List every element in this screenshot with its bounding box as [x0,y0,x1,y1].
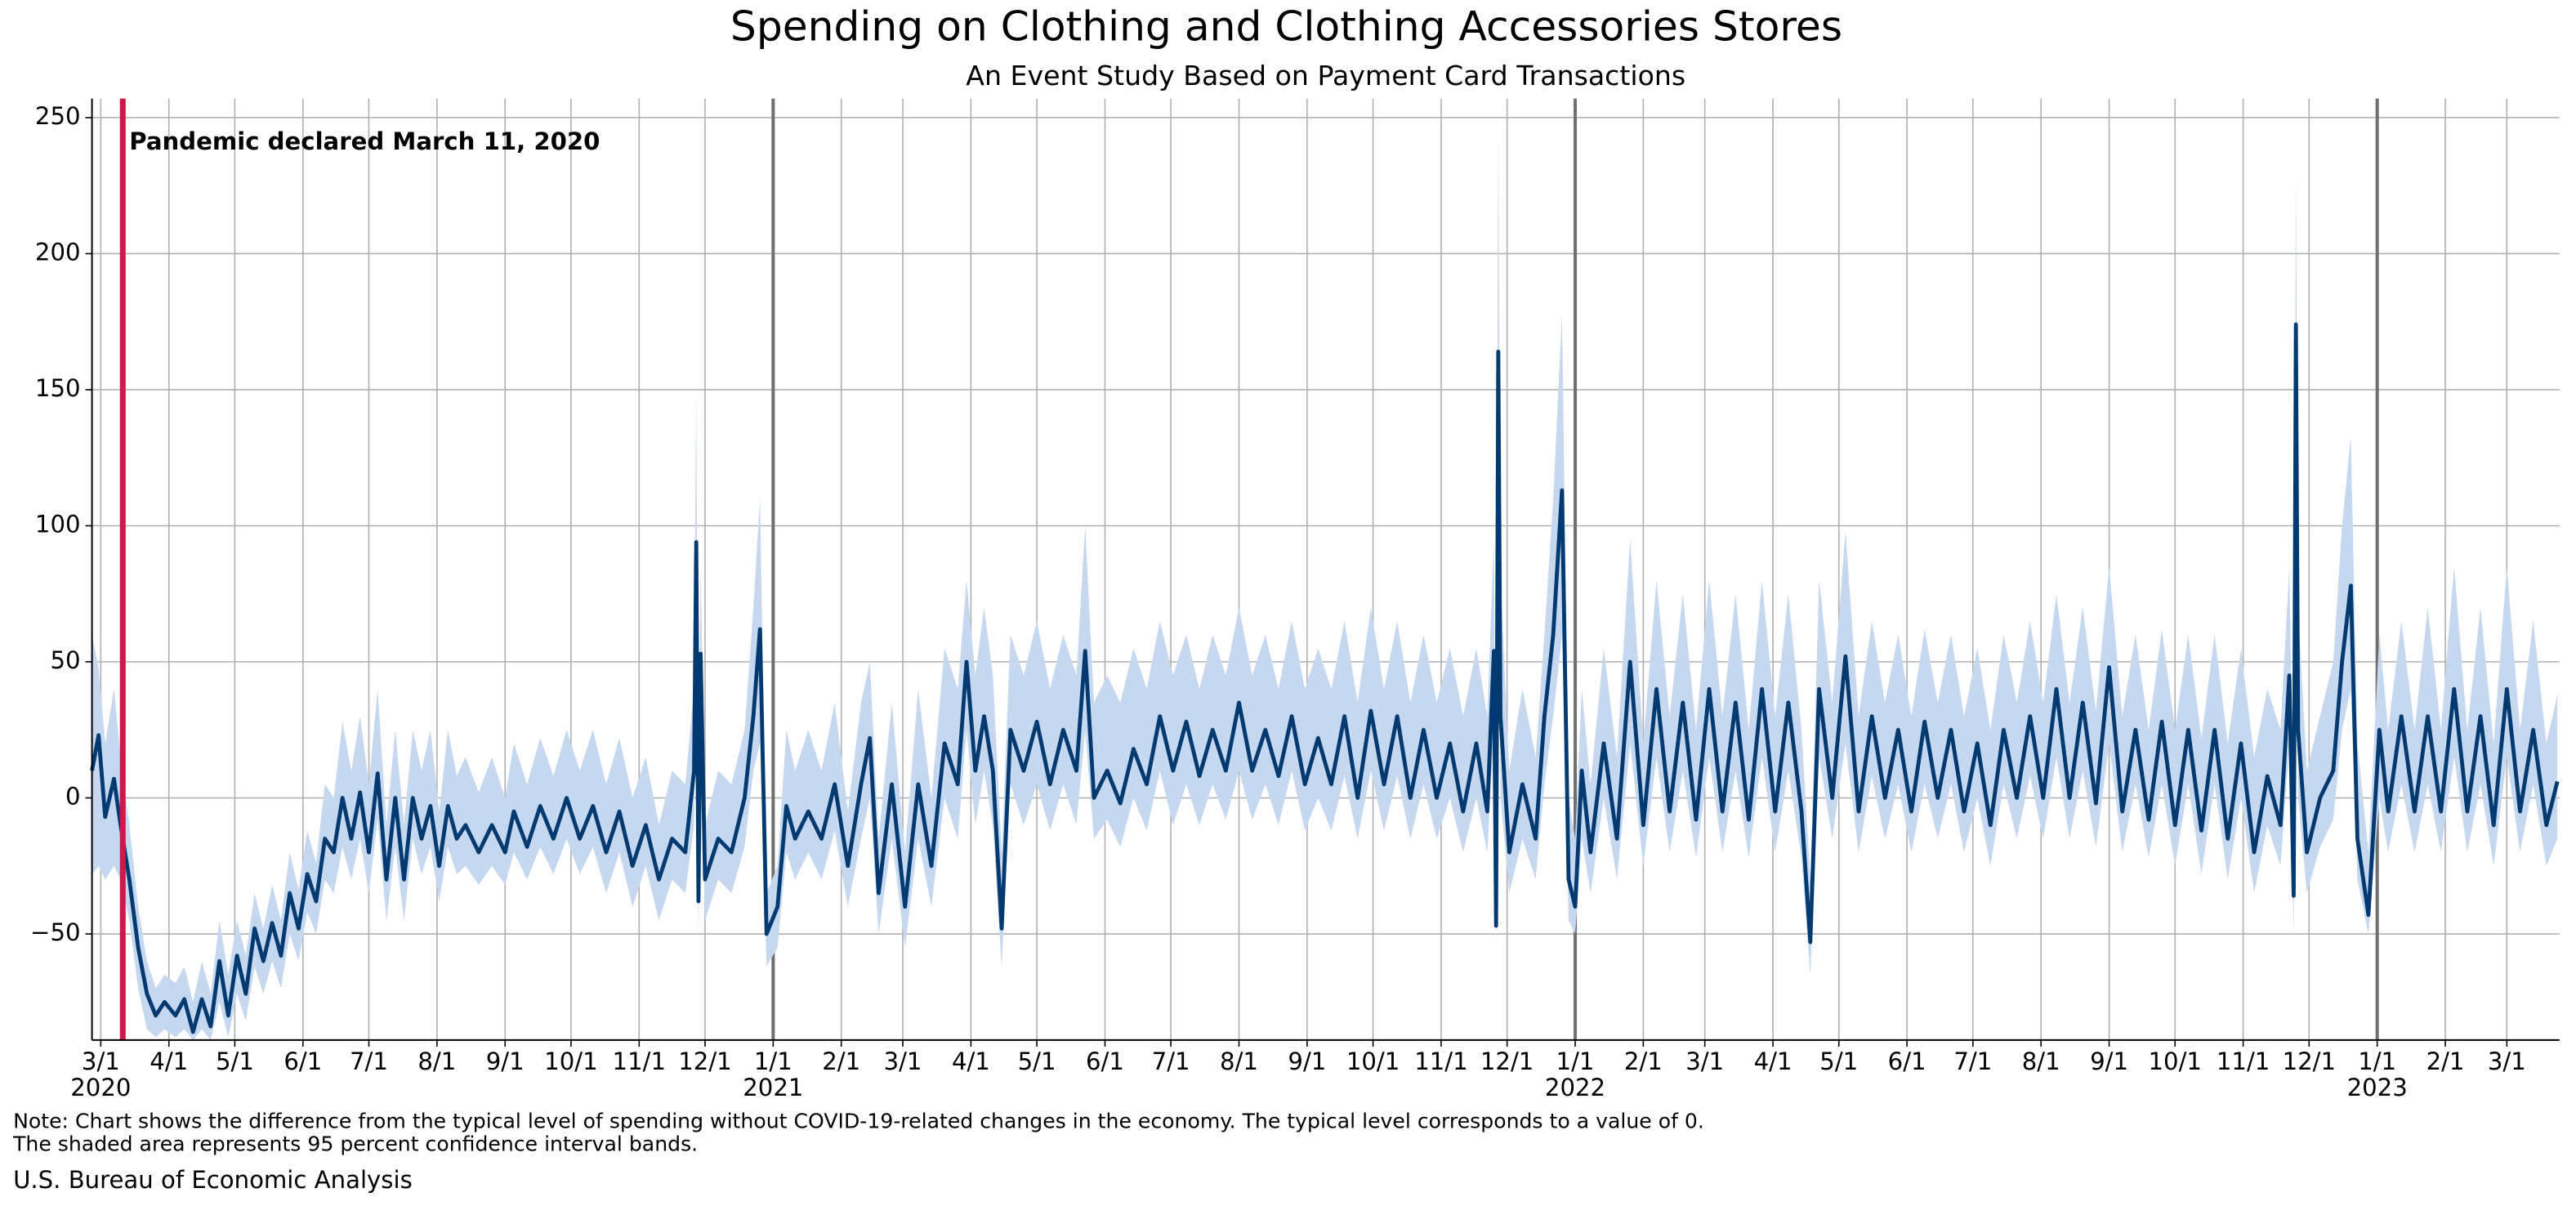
y-tick-label: 150 [35,374,81,402]
y-tick-label: 250 [35,102,81,130]
x-tick-label: 7/1 [1953,1047,1992,1075]
y-tick-label: 100 [35,510,81,538]
line [90,322,2560,1034]
x-tick-label: 10/1 [2149,1047,2202,1075]
x-tick-label: 10/1 [1346,1047,1400,1075]
x-tick-label: 11/1 [613,1047,666,1075]
x-tick-label: 9/1 [2090,1047,2128,1075]
y-tick-label: 200 [35,238,81,266]
x-tick-label: 4/1 [150,1047,188,1075]
event-label: Pandemic declared March 11, 2020 [129,127,600,155]
y-tick-label: 50 [50,646,80,674]
x-tick-label: 3/1 [1685,1047,1724,1075]
x-tick-label: 12/1 [678,1047,731,1075]
x-tick-label: 11/1 [1414,1047,1467,1075]
x-tick-label: 9/1 [1288,1047,1326,1075]
x-tick-label: 9/1 [486,1047,525,1075]
year-label: 2022 [1545,1074,1605,1101]
year-label: 2023 [2347,1074,2408,1101]
x-tick-label: 2/1 [822,1047,860,1075]
y-tick-label: 0 [65,783,81,811]
year-label: 2020 [70,1074,131,1101]
x-tick-label: 10/1 [544,1047,597,1075]
x-tick-label: 2/1 [1624,1047,1663,1075]
x-tick-label: 1/1 [1556,1047,1595,1075]
x-tick-label: 12/1 [1480,1047,1534,1075]
x-tick-label: 5/1 [1819,1047,1858,1075]
confidence-band [92,131,2558,1040]
note: The shaded area represents 95 percent co… [12,1132,698,1156]
x-tick-label: 3/1 [884,1047,922,1075]
x-tick-label: 3/1 [2488,1047,2526,1075]
x-tick-label: 8/1 [417,1047,456,1075]
x-tick-label: 3/1 [82,1047,120,1075]
x-tick-label: 8/1 [1220,1047,1258,1075]
source: U.S. Bureau of Economic Analysis [13,1166,413,1194]
x-tick-label: 8/1 [2022,1047,2060,1075]
x-tick-label: 11/1 [2217,1047,2270,1075]
x-tick-label: 12/1 [2283,1047,2336,1075]
x-tick-label: 4/1 [1754,1047,1792,1075]
x-tick-label: 5/1 [1018,1047,1056,1075]
chart-title: Spending on Clothing and Clothing Access… [730,2,1842,51]
x-tick-label: 6/1 [283,1047,322,1075]
x-tick-label: 6/1 [1086,1047,1124,1075]
note: Note: Chart shows the difference from th… [13,1109,1704,1132]
year-label: 2021 [743,1074,803,1101]
x-tick-label: 5/1 [216,1047,254,1075]
x-tick-label: 6/1 [1888,1047,1926,1075]
x-tick-label: 2/1 [2426,1047,2465,1075]
x-tick-label: 1/1 [754,1047,792,1075]
x-tick-label: 7/1 [350,1047,388,1075]
y-tick-label: −50 [30,918,81,946]
x-tick-label: 1/1 [2358,1047,2396,1075]
x-tick-label: 7/1 [1152,1047,1190,1075]
x-tick-label: 4/1 [952,1047,990,1075]
chart-subtitle: An Event Study Based on Payment Card Tra… [966,60,1685,92]
